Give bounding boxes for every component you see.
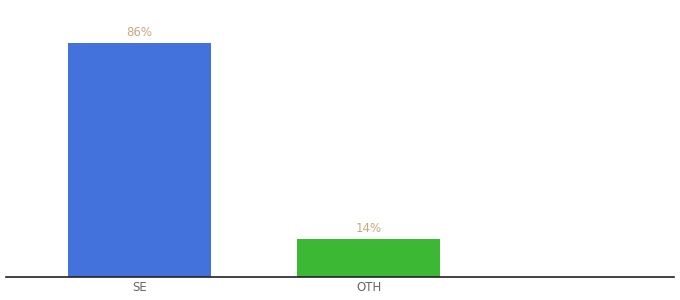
- Bar: [297, 238, 441, 277]
- Bar: [68, 44, 211, 277]
- Text: 14%: 14%: [356, 222, 381, 235]
- Text: 86%: 86%: [126, 26, 152, 39]
